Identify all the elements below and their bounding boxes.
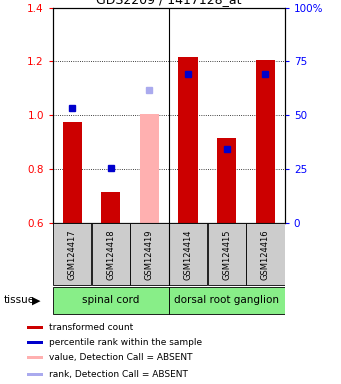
FancyBboxPatch shape <box>92 223 130 285</box>
Title: GDS2209 / 1417128_at: GDS2209 / 1417128_at <box>96 0 241 7</box>
Bar <box>27 372 43 376</box>
Bar <box>256 60 275 223</box>
FancyBboxPatch shape <box>169 223 207 285</box>
Bar <box>140 114 159 223</box>
Text: tissue: tissue <box>3 295 34 306</box>
FancyBboxPatch shape <box>53 223 91 285</box>
Text: ▶: ▶ <box>32 295 41 306</box>
FancyBboxPatch shape <box>130 223 169 285</box>
Text: GSM124417: GSM124417 <box>68 229 77 280</box>
Bar <box>27 341 43 344</box>
Bar <box>27 356 43 359</box>
Text: spinal cord: spinal cord <box>82 295 139 306</box>
Text: GSM124418: GSM124418 <box>106 229 115 280</box>
Bar <box>217 138 236 223</box>
Bar <box>178 58 198 223</box>
Text: GSM124415: GSM124415 <box>222 229 231 280</box>
FancyBboxPatch shape <box>208 223 246 285</box>
FancyBboxPatch shape <box>246 223 285 285</box>
FancyBboxPatch shape <box>169 287 285 314</box>
Bar <box>101 192 120 223</box>
Text: dorsal root ganglion: dorsal root ganglion <box>174 295 279 306</box>
Text: GSM124414: GSM124414 <box>183 229 193 280</box>
Bar <box>27 326 43 329</box>
FancyBboxPatch shape <box>53 287 169 314</box>
Text: value, Detection Call = ABSENT: value, Detection Call = ABSENT <box>49 353 193 362</box>
Text: percentile rank within the sample: percentile rank within the sample <box>49 338 203 347</box>
Text: GSM124416: GSM124416 <box>261 229 270 280</box>
Text: GSM124419: GSM124419 <box>145 229 154 280</box>
Bar <box>62 122 82 223</box>
Text: transformed count: transformed count <box>49 323 134 332</box>
Text: rank, Detection Call = ABSENT: rank, Detection Call = ABSENT <box>49 370 188 379</box>
